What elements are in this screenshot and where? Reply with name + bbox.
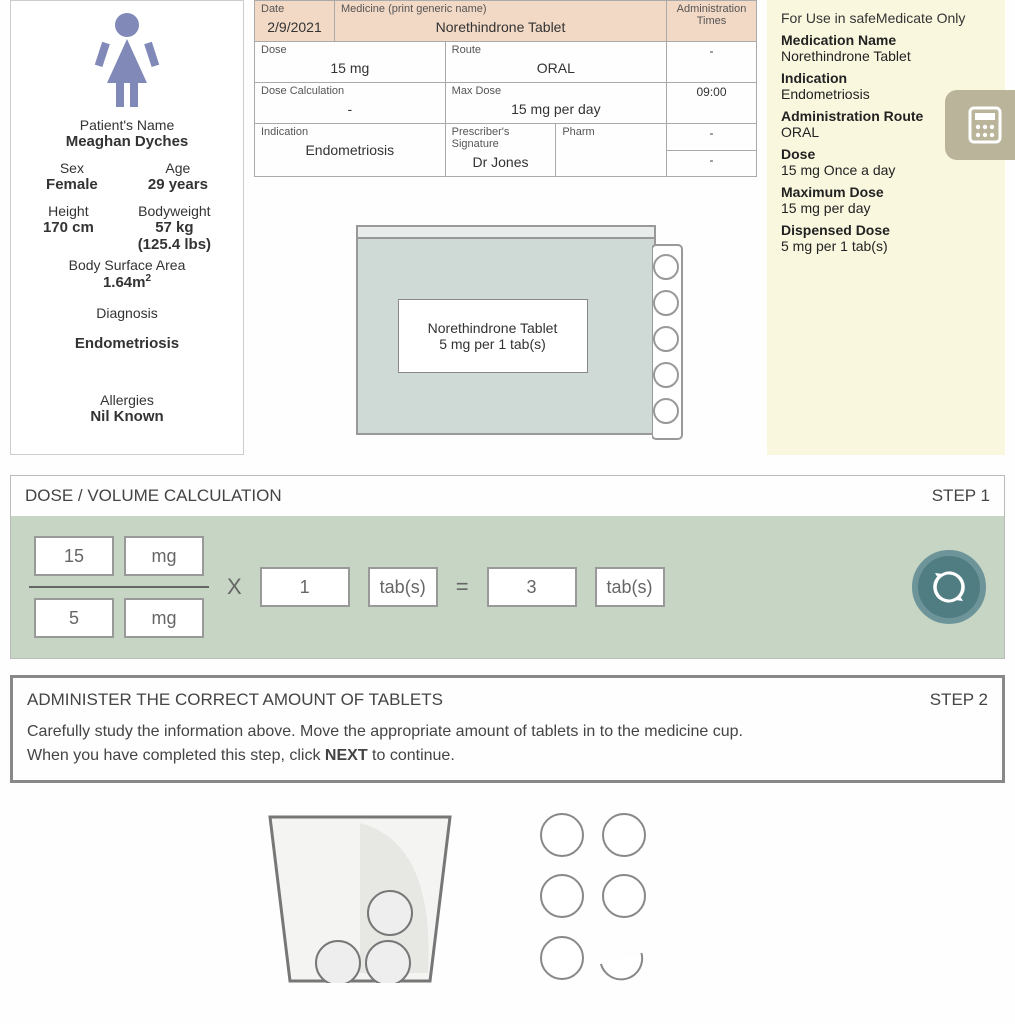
diagnosis-label: Diagnosis bbox=[21, 305, 233, 321]
reset-button[interactable] bbox=[912, 550, 986, 624]
weight-lbs: (125.4 lbs) bbox=[138, 236, 211, 253]
height-value: 170 cm bbox=[43, 219, 94, 236]
medication-info-panel: For Use in safeMedicate Only Medication … bbox=[767, 0, 1005, 455]
result-value[interactable]: 3 bbox=[487, 567, 577, 607]
admin-time-2: - bbox=[667, 124, 757, 151]
admin-time-1: 09:00 bbox=[667, 83, 757, 124]
admin-time-3: - bbox=[667, 150, 757, 177]
tablet[interactable] bbox=[540, 936, 584, 980]
bsa-label: Body Surface Area bbox=[21, 257, 233, 273]
info-dispensed-value: 5 mg per 1 tab(s) bbox=[781, 238, 991, 254]
prescription-area: Date 2/9/2021 Medicine (print generic na… bbox=[254, 0, 757, 455]
prescription-table: Date 2/9/2021 Medicine (print generic na… bbox=[254, 0, 757, 177]
info-indication-label: Indication bbox=[781, 70, 991, 86]
rx-route-label: Route bbox=[452, 44, 660, 56]
rx-med: Norethindrone Tablet bbox=[341, 15, 660, 39]
step2-step-label: STEP 2 bbox=[930, 690, 988, 710]
rx-route: ORAL bbox=[452, 56, 660, 80]
package-name: Norethindrone Tablet bbox=[409, 320, 577, 336]
half-tablet[interactable] bbox=[600, 952, 648, 985]
rx-max: 15 mg per day bbox=[452, 97, 660, 121]
rx-pharm-label: Pharm bbox=[562, 126, 660, 138]
info-med-label: Medication Name bbox=[781, 32, 991, 48]
numerator-value[interactable]: 15 bbox=[34, 536, 114, 576]
step2-panel: ADMINISTER THE CORRECT AMOUNT OF TABLETS… bbox=[10, 675, 1005, 783]
equals-symbol: = bbox=[456, 574, 469, 600]
diagnosis-value: Endometriosis bbox=[21, 335, 233, 352]
blister-strip-icon bbox=[652, 243, 686, 441]
step1-panel: DOSE / VOLUME CALCULATION STEP 1 15 mg 5… bbox=[10, 475, 1005, 659]
fraction-line bbox=[29, 586, 209, 588]
tablet[interactable] bbox=[602, 813, 646, 857]
denominator-value[interactable]: 5 bbox=[34, 598, 114, 638]
info-header: For Use in safeMedicate Only bbox=[781, 10, 991, 26]
allergies-value: Nil Known bbox=[21, 408, 233, 425]
rx-indication-label: Indication bbox=[261, 126, 439, 138]
sex-value: Female bbox=[46, 176, 98, 193]
multiplier-unit[interactable]: tab(s) bbox=[368, 567, 438, 607]
step2-title: ADMINISTER THE CORRECT AMOUNT OF TABLETS bbox=[27, 690, 443, 710]
numerator-unit[interactable]: mg bbox=[124, 536, 204, 576]
calculator-button[interactable] bbox=[945, 90, 1015, 160]
medication-package: Norethindrone Tablet 5 mg per 1 tab(s) bbox=[356, 237, 656, 435]
rx-date-label: Date bbox=[261, 3, 328, 15]
bsa-value: 1.64m2 bbox=[21, 273, 233, 291]
tablet[interactable] bbox=[540, 813, 584, 857]
rx-med-label: Medicine (print generic name) bbox=[341, 3, 660, 15]
sex-label: Sex bbox=[46, 160, 98, 176]
patient-name: Meaghan Dyches bbox=[21, 133, 233, 150]
rx-max-label: Max Dose bbox=[452, 85, 660, 97]
rx-calc-label: Dose Calculation bbox=[261, 85, 439, 97]
rx-prescriber-label: Prescriber's Signature bbox=[452, 126, 550, 150]
age-label: Age bbox=[148, 160, 208, 176]
info-dose-value: 15 mg Once a day bbox=[781, 162, 991, 178]
result-unit[interactable]: tab(s) bbox=[595, 567, 665, 607]
administration-area bbox=[10, 813, 1005, 983]
denominator-unit[interactable]: mg bbox=[124, 598, 204, 638]
rx-admin-label: Administration Times bbox=[673, 3, 750, 27]
info-max-label: Maximum Dose bbox=[781, 184, 991, 200]
info-dispensed-label: Dispensed Dose bbox=[781, 222, 991, 238]
step1-title: DOSE / VOLUME CALCULATION bbox=[25, 486, 282, 506]
step1-step-label: STEP 1 bbox=[932, 486, 990, 506]
tablet[interactable] bbox=[602, 874, 646, 918]
package-strength: 5 mg per 1 tab(s) bbox=[409, 336, 577, 352]
age-value: 29 years bbox=[148, 176, 208, 193]
info-max-value: 15 mg per day bbox=[781, 200, 991, 216]
weight-label: Bodyweight bbox=[138, 203, 211, 219]
patient-name-label: Patient's Name bbox=[21, 117, 233, 133]
calculator-icon bbox=[966, 106, 1004, 144]
multiplier-value[interactable]: 1 bbox=[260, 567, 350, 607]
rx-prescriber: Dr Jones bbox=[452, 150, 550, 174]
patient-avatar-icon bbox=[21, 11, 233, 112]
refresh-icon bbox=[929, 567, 969, 607]
patient-panel: Patient's Name Meaghan Dyches Sex Female… bbox=[10, 0, 244, 455]
tablet[interactable] bbox=[540, 874, 584, 918]
multiply-symbol: X bbox=[227, 574, 242, 600]
rx-dose-label: Dose bbox=[261, 44, 439, 56]
weight-value: 57 kg bbox=[138, 219, 211, 236]
allergies-label: Allergies bbox=[21, 392, 233, 408]
tablet-source bbox=[540, 813, 650, 983]
height-label: Height bbox=[43, 203, 94, 219]
info-med-value: Norethindrone Tablet bbox=[781, 48, 991, 64]
step2-instructions: Carefully study the information above. M… bbox=[27, 720, 988, 768]
admin-time-0: - bbox=[667, 42, 757, 83]
dose-fraction: 15 mg 5 mg bbox=[29, 536, 209, 638]
rx-dose: 15 mg bbox=[261, 56, 439, 80]
package-label: Norethindrone Tablet 5 mg per 1 tab(s) bbox=[398, 299, 588, 373]
rx-indication: Endometriosis bbox=[261, 138, 439, 162]
rx-calc: - bbox=[261, 97, 439, 121]
rx-date: 2/9/2021 bbox=[261, 15, 328, 39]
medicine-cup[interactable] bbox=[260, 813, 460, 983]
